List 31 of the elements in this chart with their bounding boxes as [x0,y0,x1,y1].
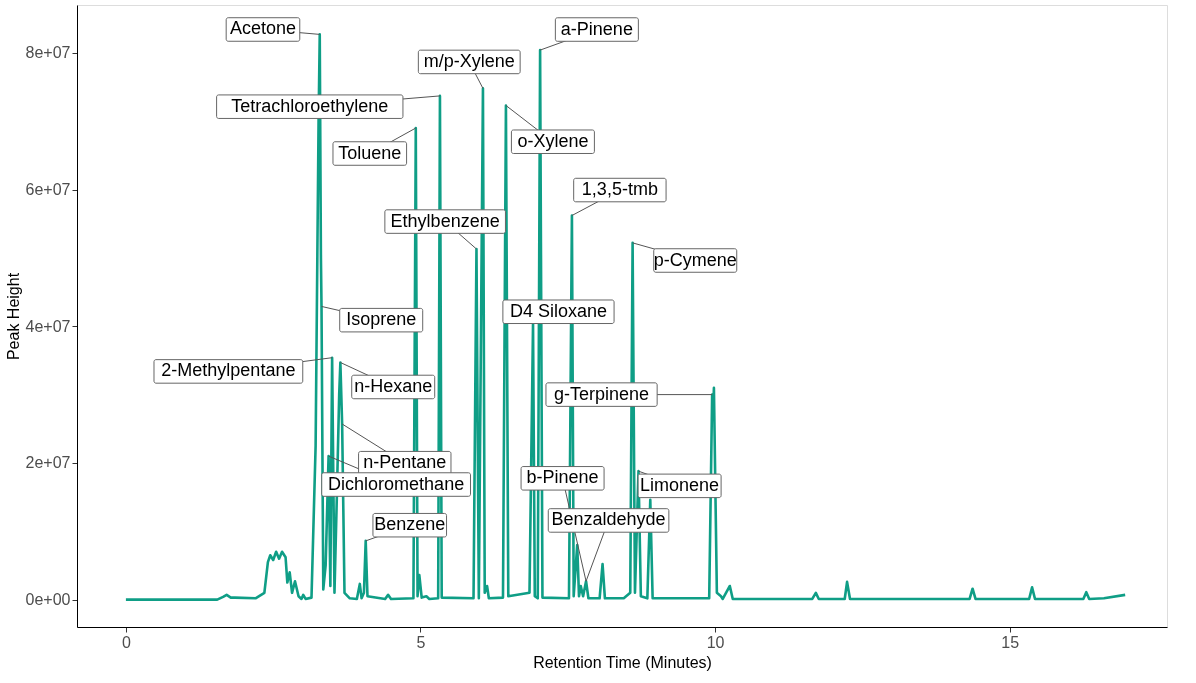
y-axis-title: Peak Height [4,272,22,361]
x-tick-label: 5 [416,633,426,651]
y-tick-label: 4e+07 [25,317,71,335]
annotation: Benzene [374,514,446,535]
annotation: Dichloromethane [328,473,465,494]
annotation: D4 Siloxane [509,300,608,321]
annotation: Toluene [338,142,402,163]
annotation: Limonene [640,474,720,495]
y-tick-label: 6e+07 [25,181,71,199]
annotation: Isoprene [346,309,417,330]
x-axis-title: Retention Time (Minutes) [533,653,712,671]
annotation: Ethylbenzene [390,210,500,231]
annotation: Benzaldehyde [551,509,666,530]
annotation: a-Pinene [560,18,633,39]
annotation: g-Terpinene [554,383,650,404]
x-tick-label: 10 [706,633,725,651]
annotation: b-Pinene [526,467,599,488]
annotation: n-Hexane [354,375,433,396]
x-tick-label: 0 [121,633,131,651]
y-tick-label: 2e+07 [25,454,71,472]
y-tick-label: 0e+00 [25,591,71,609]
y-tick-label: 8e+07 [25,44,71,62]
annotation: p-Cymene [653,249,737,270]
annotation: Acetone [229,18,297,39]
annotation: 1,3,5-tmb [581,179,658,200]
x-tick-label: 15 [1001,633,1020,651]
annotation: 2-Methylpentane [161,360,296,381]
annotation: m/p-Xylene [423,50,515,71]
annotation: o-Xylene [517,130,589,151]
annotation: n-Pentane [363,452,447,473]
annotation: Tetrachloroethylene [231,95,389,116]
